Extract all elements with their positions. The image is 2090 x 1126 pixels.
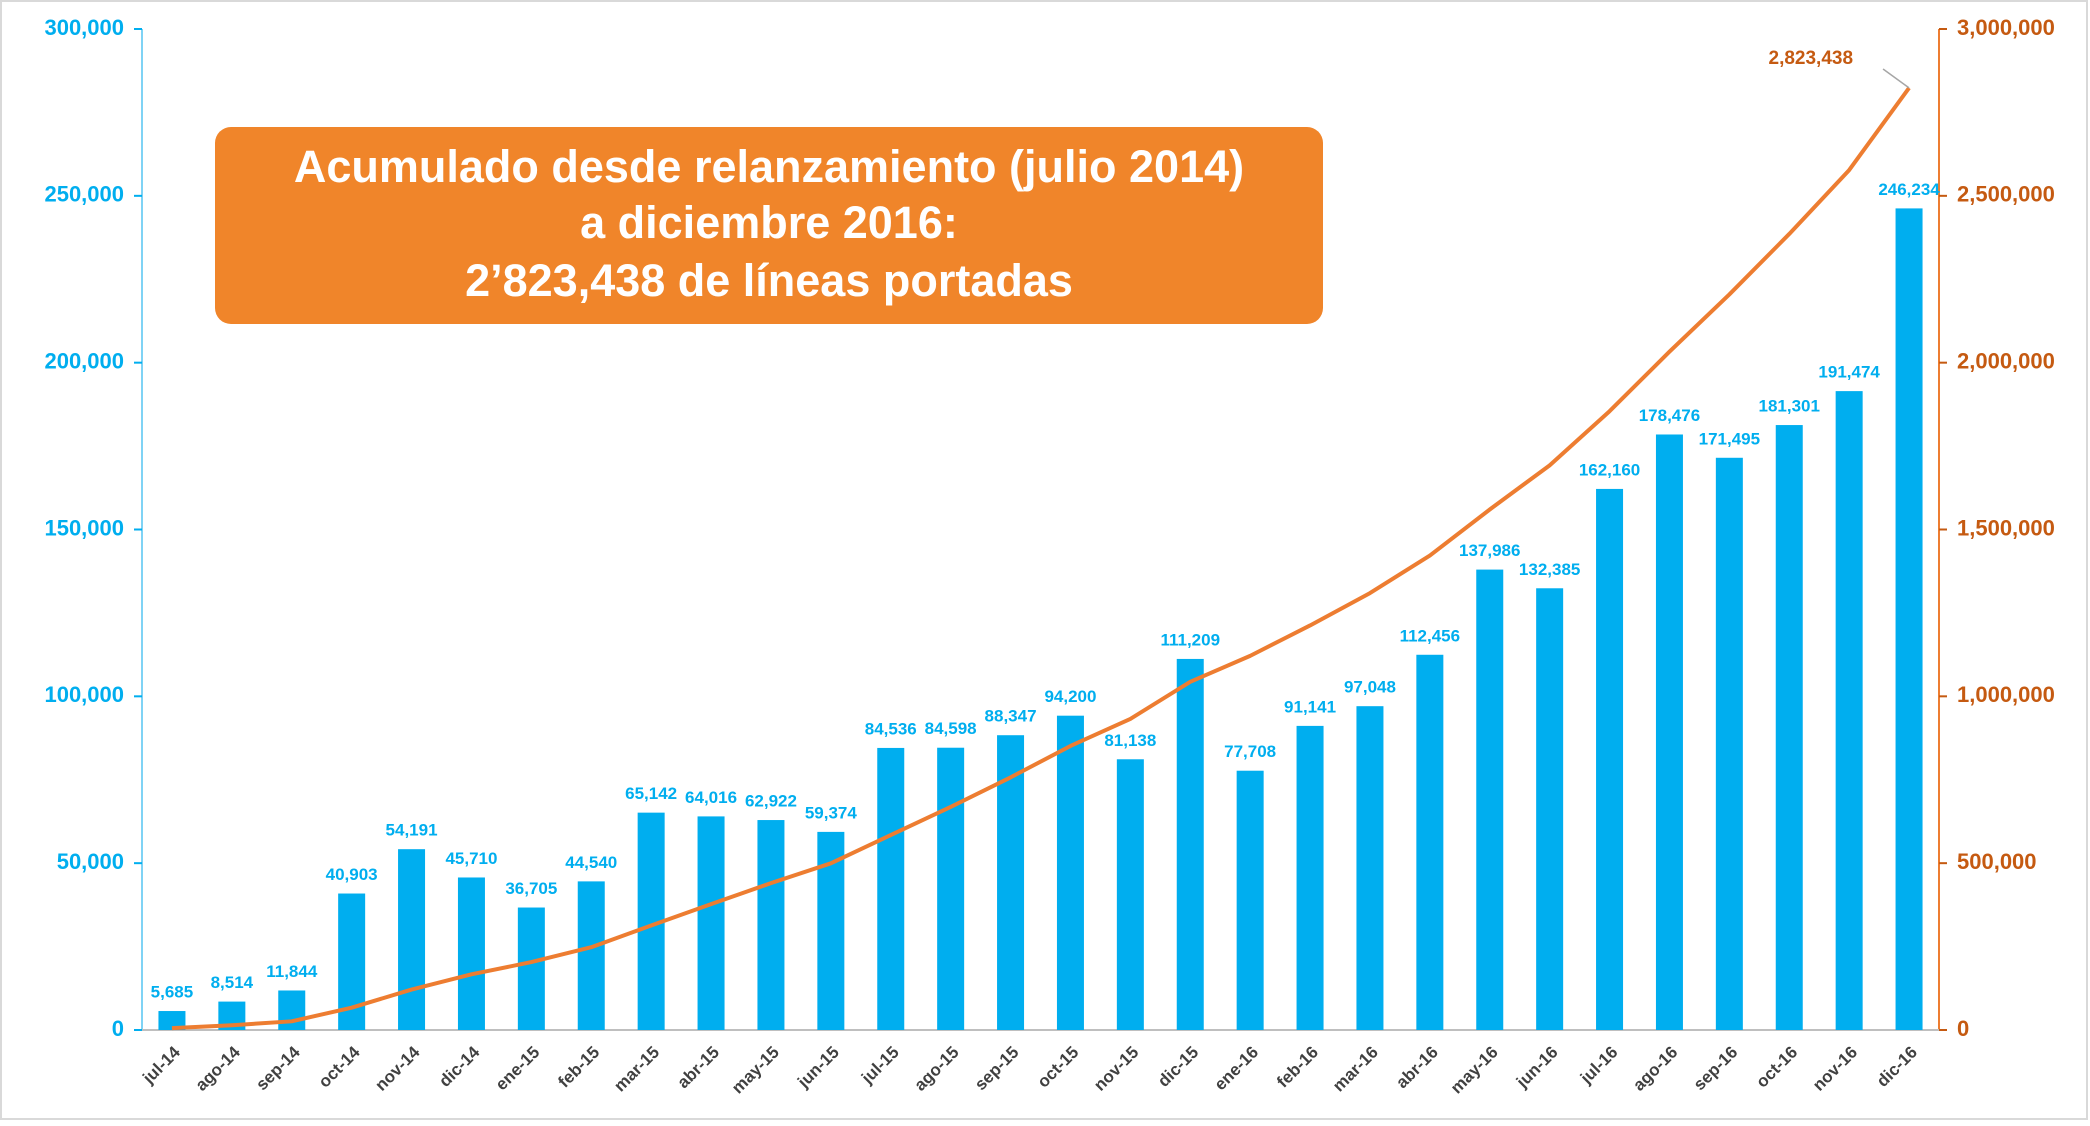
bar	[1476, 569, 1504, 1030]
y2-tick-label: 3,000,000	[1957, 15, 2055, 40]
bar-value-label: 88,347	[985, 707, 1037, 726]
bar-value-label: 59,374	[805, 803, 858, 822]
annotation-line: Acumulado desde relanzamiento (julio 201…	[294, 141, 1244, 192]
y2-tick-label: 2,000,000	[1957, 348, 2055, 373]
bar-value-label: 246,234	[1878, 180, 1940, 199]
bar-value-label: 191,474	[1818, 363, 1880, 382]
annotation-box	[215, 127, 1323, 324]
bar-value-label: 178,476	[1639, 406, 1700, 425]
bar-value-label: 77,708	[1224, 742, 1276, 761]
bar-value-label: 132,385	[1519, 560, 1580, 579]
bar-value-label: 62,922	[745, 792, 797, 811]
bar-value-label: 65,142	[625, 784, 677, 803]
bar-value-label: 171,495	[1699, 429, 1760, 448]
annotation-line: 2’823,438 de líneas portadas	[465, 255, 1073, 306]
y-tick-label: 50,000	[57, 849, 124, 874]
bar	[278, 990, 306, 1030]
line-value-label: 2,823,438	[1769, 48, 1854, 69]
bar	[1296, 725, 1324, 1030]
bar	[997, 735, 1025, 1030]
bar	[158, 1011, 186, 1030]
y2-tick-label: 500,000	[1957, 849, 2037, 874]
bar-value-label: 111,209	[1160, 630, 1220, 649]
annotation-line: a diciembre 2016:	[580, 197, 958, 248]
y2-tick-label: 1,000,000	[1957, 682, 2055, 707]
y-tick-label: 250,000	[44, 182, 124, 207]
y-tick-label: 150,000	[44, 515, 124, 540]
bar-value-label: 112,456	[1400, 626, 1461, 645]
bar	[757, 820, 785, 1030]
bar	[1715, 457, 1743, 1031]
bar	[1655, 434, 1683, 1030]
y-tick-label: 100,000	[44, 682, 124, 707]
bar	[1536, 588, 1564, 1030]
y2-tick-label: 1,500,000	[1957, 515, 2055, 540]
bar	[577, 881, 605, 1030]
bar-value-label: 36,705	[505, 879, 557, 898]
bar-value-label: 162,160	[1579, 460, 1640, 479]
bar-value-label: 81,138	[1104, 731, 1156, 750]
bar	[1056, 715, 1084, 1030]
bar	[1775, 425, 1803, 1031]
bar	[457, 877, 485, 1030]
bar	[1895, 208, 1923, 1030]
bar	[1416, 654, 1444, 1030]
y-tick-label: 300,000	[44, 15, 124, 40]
bar-value-label: 45,710	[445, 849, 497, 868]
bar-value-label: 84,536	[865, 719, 917, 738]
bar-value-label: 64,016	[685, 788, 737, 807]
leader-line	[1882, 68, 1910, 89]
bar	[1596, 488, 1624, 1030]
bar	[1176, 658, 1204, 1030]
bar	[1116, 759, 1144, 1030]
y2-tick-label: 2,500,000	[1957, 182, 2055, 207]
bar-value-label: 5,685	[151, 983, 194, 1002]
bar-value-label: 91,141	[1284, 697, 1336, 716]
line	[171, 86, 1911, 1031]
bar	[697, 816, 725, 1030]
bar-value-label: 44,540	[565, 853, 617, 872]
bar	[517, 907, 545, 1030]
bar	[877, 747, 905, 1030]
bar-value-label: 137,986	[1459, 541, 1520, 560]
bar	[937, 747, 965, 1030]
bar-value-label: 181,301	[1759, 397, 1820, 416]
bar-value-label: 94,200	[1044, 687, 1096, 706]
bar-value-label: 97,048	[1344, 678, 1396, 697]
bar	[398, 849, 426, 1030]
bar-value-label: 84,598	[925, 719, 977, 738]
bar	[1356, 706, 1384, 1030]
bar	[1236, 770, 1264, 1030]
y-tick-label: 200,000	[44, 348, 124, 373]
bar-value-label: 54,191	[386, 821, 438, 840]
bar-value-label: 11,844	[266, 962, 318, 981]
bar	[1835, 391, 1863, 1030]
bar-value-label: 40,903	[326, 865, 378, 884]
bar-value-label: 8,514	[211, 973, 254, 992]
y2-tick-label: 0	[1957, 1016, 1969, 1041]
y-tick-label: 0	[112, 1016, 124, 1041]
